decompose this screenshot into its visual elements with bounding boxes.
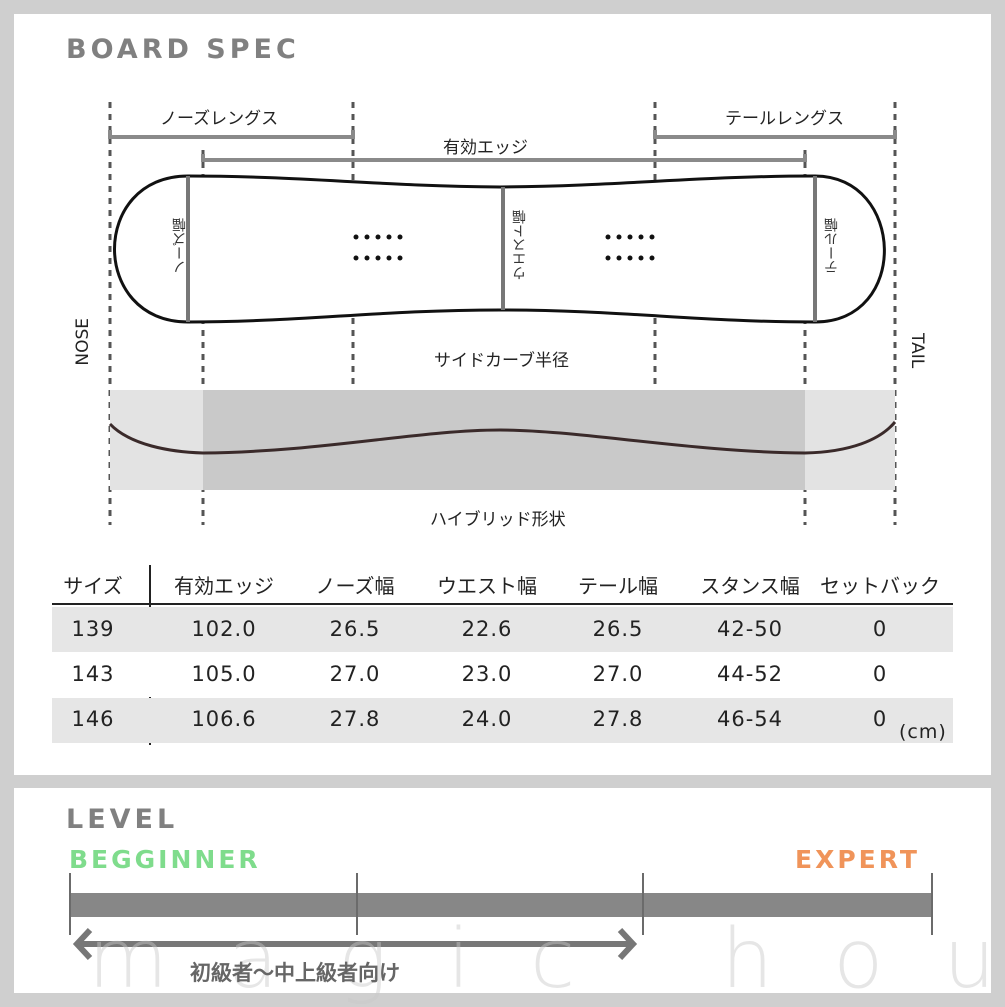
header-waist-width: ウエスト幅 <box>437 574 537 598</box>
tail-length-bracket <box>653 130 897 139</box>
cell-stance-width: 46-54 <box>716 707 784 731</box>
level-bar <box>69 873 933 961</box>
binding-inserts-icon <box>353 234 655 261</box>
header-setback: セットバック <box>820 574 940 598</box>
cell-stance-width: 42-50 <box>716 617 784 641</box>
profile-label: ハイブリッド形状 <box>430 510 566 530</box>
board-spec-title: BOARD SPEC <box>66 34 300 65</box>
profile-curve <box>108 421 897 455</box>
tail-label: TAIL <box>907 333 927 369</box>
cell-effective-edge: 102.0 <box>191 617 257 641</box>
nose-length-label: ノーズレングス <box>160 109 279 129</box>
sidecut-radius-label: サイドカーブ半径 <box>434 351 569 371</box>
header-nose-width: ノーズ幅 <box>315 574 395 598</box>
cell-tail-width: 27.8 <box>592 707 644 731</box>
cell-waist-width: 22.6 <box>461 617 513 641</box>
level-title: LEVEL <box>66 804 179 835</box>
header-size: サイズ <box>63 574 123 598</box>
table-row <box>52 607 953 652</box>
watermark: magic hour <box>88 912 1005 1007</box>
cell-setback: 0 <box>872 707 888 731</box>
cell-setback: 0 <box>872 617 888 641</box>
cell-size: 146 <box>71 707 115 731</box>
cell-nose-width: 27.8 <box>329 707 381 731</box>
expert-label: EXPERT <box>795 845 920 874</box>
nose-label: NOSE <box>73 318 93 366</box>
level-panel <box>14 788 991 993</box>
level-range-text: 初級者〜中上級者向け <box>190 961 400 985</box>
header-tail-width: テール幅 <box>578 574 658 598</box>
cell-stance-width: 44-52 <box>716 662 784 686</box>
header-effective-edge: 有効エッジ <box>174 574 274 598</box>
board-outline <box>113 174 886 324</box>
table-row <box>52 698 953 743</box>
nose-length-bracket <box>108 130 355 139</box>
effective-edge-bracket <box>201 154 807 162</box>
effective-edge-label: 有効エッジ <box>443 138 528 158</box>
cell-setback: 0 <box>872 662 888 686</box>
cell-effective-edge: 106.6 <box>191 707 257 731</box>
cell-size: 139 <box>71 617 115 641</box>
unit-label: (cm) <box>899 721 947 743</box>
profile-inner-band <box>203 390 805 490</box>
beginner-label: BEGGINNER <box>69 845 261 874</box>
table-row <box>52 652 953 697</box>
tail-width-label: テール幅 <box>824 218 840 274</box>
tail-length-label: テールレングス <box>725 109 844 129</box>
cell-tail-width: 27.0 <box>592 662 644 686</box>
cell-effective-edge: 105.0 <box>191 662 257 686</box>
cell-tail-width: 26.5 <box>592 617 644 641</box>
cell-nose-width: 26.5 <box>329 617 381 641</box>
cell-waist-width: 23.0 <box>461 662 513 686</box>
header-stance-width: スタンス幅 <box>700 574 800 598</box>
cell-size: 143 <box>71 662 115 686</box>
cell-waist-width: 24.0 <box>461 707 513 731</box>
cell-nose-width: 27.0 <box>329 662 381 686</box>
level-range-arrow <box>72 927 638 961</box>
waist-width-label: ウエスト幅 <box>512 210 528 280</box>
nose-width-label: ノーズ幅 <box>172 218 188 274</box>
